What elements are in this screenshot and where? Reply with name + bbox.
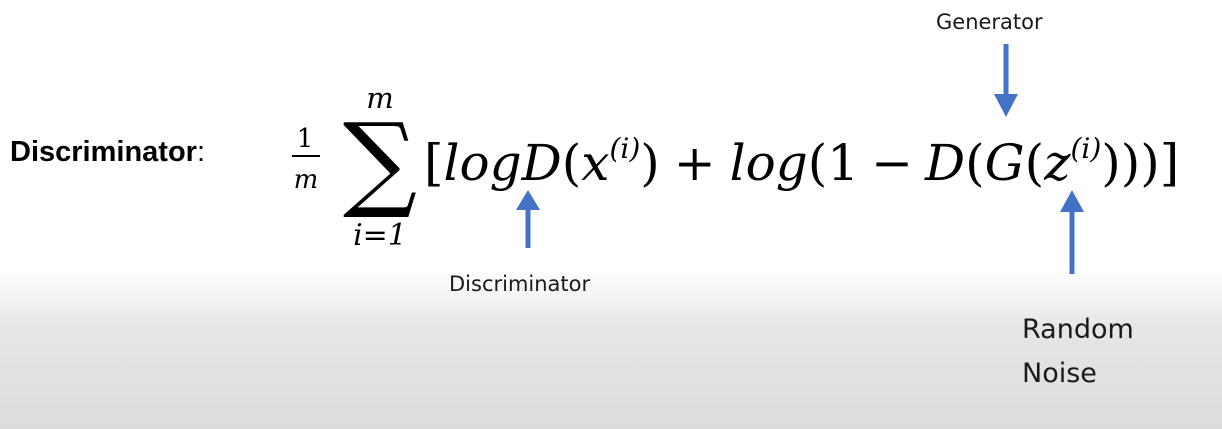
var-x: x [581,134,609,192]
log-term-2: log [730,134,808,192]
loss-formula: 1 m m ∑ i=1 [logD(x(i)) + log(1− D(G(z(i)))… [292,81,1179,253]
paren-4-open: ( [1025,134,1045,192]
plus-sign: + [674,134,716,192]
noise-line-1: Random [1022,314,1134,345]
arrow-down-icon [994,44,1018,117]
generator-g: G [985,134,1025,192]
sum-upper-limit: m [366,81,394,115]
superscript-i-2: (i) [1070,132,1101,165]
sum-symbol: ∑ [343,100,417,222]
fraction-numerator: 1 [297,124,314,154]
heading-colon: : [196,136,206,168]
arrow-up-icon [1060,190,1084,274]
page-title: Discriminator: [10,136,205,169]
arrow-up-icon [516,190,540,248]
discriminator-d2: D [924,134,965,192]
paren-3-open: ( [965,134,985,192]
var-z: z [1043,134,1071,192]
random-noise-label: Random Noise [1022,308,1134,396]
superscript-i-1: (i) [609,132,640,165]
closing-parens: )))] [1101,134,1179,192]
fraction-denominator: m [294,165,319,195]
paren-1-close: ) [640,134,660,192]
minus-sign: − [871,134,913,192]
open-bracket: [ [424,134,444,192]
sum-lower-limit: i=1 [353,218,407,253]
generator-label: Generator [936,10,1043,34]
heading-text: Discriminator [10,136,197,168]
formula-main: [logD(x(i)) + log(1− D(G(z(i))))] [424,132,1179,192]
discriminator-label: Discriminator [449,272,591,296]
log-term-1: log [444,134,522,192]
noise-line-2: Noise [1022,358,1097,389]
discriminator-d1: D [521,134,562,192]
paren-2-open: (1 [808,134,859,192]
paren-1-open: ( [562,134,582,192]
